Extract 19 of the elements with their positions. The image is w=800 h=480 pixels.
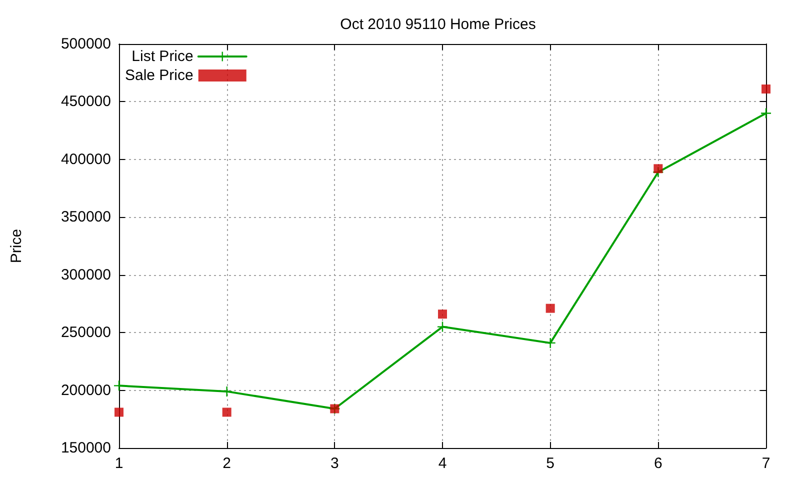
chart-title: Oct 2010 95110 Home Prices bbox=[340, 16, 536, 33]
y-axis-title: Price bbox=[8, 228, 25, 264]
y-tick-label: 500000 bbox=[60, 36, 111, 52]
x-tick-label: 2 bbox=[222, 455, 232, 472]
y-tick-label: 250000 bbox=[60, 324, 111, 342]
x-tick-label: 6 bbox=[654, 455, 662, 472]
y-tick-label: 450000 bbox=[60, 93, 111, 110]
legend-label: Sale Price bbox=[124, 67, 194, 84]
y-tick-label: 150000 bbox=[60, 440, 111, 456]
x-tick-label: 7 bbox=[762, 455, 770, 472]
y-tick-label: 300000 bbox=[60, 266, 111, 284]
y-tick-label: 400000 bbox=[60, 150, 111, 168]
x-tick-label: 3 bbox=[330, 455, 339, 472]
x-tick-label: 5 bbox=[546, 455, 555, 472]
x-tick-label: 4 bbox=[438, 455, 447, 472]
y-tick-label: 350000 bbox=[60, 208, 111, 226]
x-tick-label: 1 bbox=[114, 455, 124, 472]
legend-label: List Price bbox=[132, 48, 194, 65]
y-tick-label: 200000 bbox=[60, 382, 111, 399]
